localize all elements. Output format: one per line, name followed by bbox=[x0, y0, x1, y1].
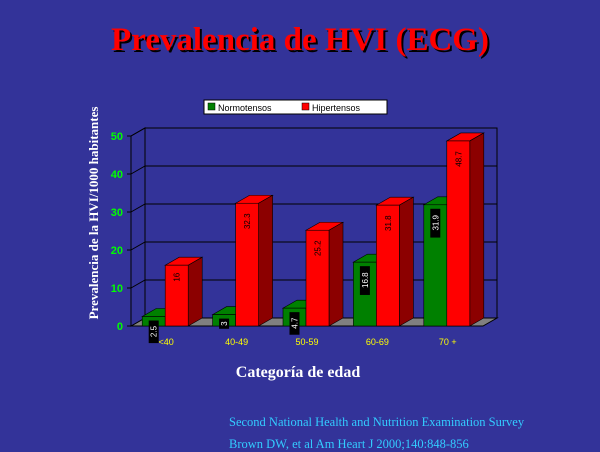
x-tick-label: 40-49 bbox=[225, 337, 248, 347]
data-label-bg-normotensos bbox=[359, 266, 370, 295]
y-tick-label: 20 bbox=[111, 245, 123, 257]
bar-hipertensos bbox=[164, 264, 189, 327]
data-label-bg-normotensos bbox=[148, 320, 159, 344]
legend-label-normotensos: Normotensos bbox=[218, 103, 272, 113]
data-label-bg-normotensos bbox=[219, 318, 230, 329]
slide-title: Prevalencia de HVI (ECG) bbox=[111, 22, 489, 58]
data-label-normotensos: 31.9 bbox=[431, 214, 440, 230]
y-axis-ticks: 0 10 20 30 40 50 bbox=[111, 131, 131, 333]
gridline bbox=[130, 127, 497, 137]
data-label-hipertensos: 25.2 bbox=[314, 240, 323, 256]
y-tick-label: 0 bbox=[117, 321, 123, 333]
legend: Normotensos Hipertensos bbox=[203, 99, 388, 115]
bar-side-hipertensos bbox=[469, 132, 485, 327]
bar-hipertensos bbox=[235, 202, 259, 327]
y-tick-label: 50 bbox=[111, 131, 123, 143]
data-label-bg-normotensos bbox=[289, 312, 300, 335]
source-citation-line1: Second National Health and Nutrition Exa… bbox=[229, 415, 525, 429]
legend-label-hipertensos: Hipertensos bbox=[312, 103, 361, 113]
y-tick-label: 40 bbox=[111, 169, 123, 181]
data-label-hipertensos: 31.8 bbox=[384, 215, 393, 231]
x-tick-label: 60-69 bbox=[366, 337, 389, 347]
x-tick-label: 70 + bbox=[439, 337, 457, 347]
bar-side-hipertensos bbox=[187, 256, 203, 327]
plot-side-wall bbox=[130, 127, 146, 327]
data-label-normotensos: 16.8 bbox=[361, 272, 370, 288]
y-tick-label: 30 bbox=[111, 207, 123, 219]
data-label-normotensos: 4.7 bbox=[291, 317, 300, 329]
bar-side-hipertensos bbox=[258, 194, 273, 327]
bar-side-hipertensos bbox=[399, 196, 414, 327]
x-tick-label: <40 bbox=[159, 337, 174, 347]
gridline bbox=[130, 165, 497, 175]
y-axis-title: Prevalencia de la HVI/1000 habitantes bbox=[86, 107, 101, 320]
x-tick-label: 50-59 bbox=[295, 337, 318, 347]
data-label-normotensos: 3 bbox=[220, 321, 229, 326]
source-citation-line2: Brown DW, et al Am Heart J 2000;140:848-… bbox=[229, 437, 469, 451]
x-axis-title: Categoría de edad bbox=[236, 364, 361, 381]
legend-box bbox=[203, 99, 388, 115]
x-axis-ticks: <40 40-49 50-59 60-69 70 + bbox=[159, 337, 457, 347]
bar-hipertensos bbox=[305, 229, 330, 327]
data-label-hipertensos: 16 bbox=[173, 272, 182, 281]
bar-hipertensos bbox=[446, 140, 471, 327]
y-tick-label: 10 bbox=[111, 283, 123, 295]
bars: 2.5 16 3 32.3 4.7 25.2 16.8 31.8 31.9 48.7 bbox=[141, 132, 485, 344]
data-label-hipertensos: 48.7 bbox=[454, 151, 463, 167]
bar-hipertensos bbox=[376, 204, 400, 327]
legend-swatch-normotensos bbox=[207, 102, 216, 111]
data-label-normotensos: 2.5 bbox=[150, 325, 159, 337]
data-label-bg-normotensos bbox=[430, 208, 441, 238]
data-label-hipertensos: 32.3 bbox=[243, 213, 252, 229]
bar-side-hipertensos bbox=[328, 221, 344, 327]
legend-swatch-hipertensos bbox=[301, 102, 310, 111]
